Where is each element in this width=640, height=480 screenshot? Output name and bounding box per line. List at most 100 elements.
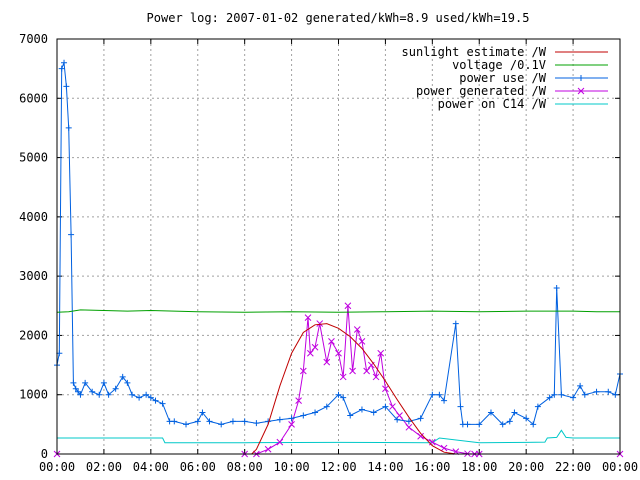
power-use-w-point <box>70 379 77 386</box>
sunlight-estimate-w-line <box>57 323 620 455</box>
power-generated-w-point <box>323 358 331 366</box>
power-use-w-point <box>119 373 126 380</box>
y-tick-label: 5000 <box>19 151 48 165</box>
power-use-w-point <box>370 409 377 416</box>
power-use-w-point <box>89 388 96 395</box>
power-use-w-point <box>77 391 84 398</box>
x-tick-label: 22:00 <box>555 460 591 474</box>
x-tick-label: 06:00 <box>180 460 216 474</box>
power-use-w-point <box>441 397 448 404</box>
y-tick-label: 3000 <box>19 269 48 283</box>
power-use-w-point <box>65 124 72 131</box>
power-generated-w-point <box>264 445 272 453</box>
power-use-w-point <box>476 421 483 428</box>
chart-title: Power log: 2007-01-02 generated/kWh=8.9 … <box>147 11 530 25</box>
x-tick-label: 14:00 <box>367 460 403 474</box>
voltage-0-1v-line <box>56 309 620 313</box>
power-generated-w-point <box>316 320 324 327</box>
power-generated-w-point <box>344 302 352 310</box>
power-use-w-point <box>218 421 225 428</box>
power-use-w-point <box>276 416 283 423</box>
power-generated-w-point <box>389 403 396 410</box>
power-use-w-point <box>405 418 412 425</box>
legend-label-power-use-w: power use /W <box>459 71 546 85</box>
x-axis-ticks: 00:00 02:00 04:00 06:00 08:00 10:00 12:00 14:00… <box>39 39 638 474</box>
power-generated-w-point <box>276 438 284 446</box>
x-tick-label: 12:00 <box>320 460 356 474</box>
power-use-w-point <box>100 379 107 386</box>
power-use-w-point <box>612 391 619 398</box>
power-use-w-point <box>68 231 75 238</box>
power-generated-w-point <box>288 421 295 428</box>
power-generated-w-point <box>339 373 347 381</box>
power-generated-w-point <box>382 385 389 393</box>
series-voltage-0-1v <box>56 309 620 313</box>
power-use-w-point <box>530 421 537 428</box>
power-generated-w-point <box>349 367 356 375</box>
power-use-w-point <box>534 403 541 410</box>
x-tick-label: 20:00 <box>508 460 544 474</box>
x-tick-label: 18:00 <box>461 460 497 474</box>
power-use-w-point <box>152 397 159 404</box>
y-tick-label: 0 <box>41 447 48 461</box>
power-generated-w-line <box>57 305 620 455</box>
power-use-w-point <box>464 421 471 428</box>
power-use-w-point <box>82 379 89 386</box>
legend-label-voltage-0-1v: voltage /0.1V <box>452 58 546 72</box>
power-generated-w-point <box>440 444 448 452</box>
legend-label-power-on-c14-w: power on C14 /W <box>438 97 547 111</box>
x-tick-label: 00:00 <box>39 460 75 474</box>
power-generated-w-point <box>377 349 385 357</box>
series-group <box>53 59 624 458</box>
power-use-w-point <box>229 418 236 425</box>
power-use-w-point <box>199 409 206 416</box>
plot-frame <box>56 38 621 455</box>
power-use-w-point <box>112 385 119 392</box>
power-use-w-point <box>253 420 260 427</box>
power-use-w-point <box>347 412 354 419</box>
series-power-use-w <box>54 59 623 428</box>
power-use-w-point <box>553 285 560 291</box>
power-generated-w-point <box>417 432 424 440</box>
power-use-w-point <box>143 391 150 398</box>
power-use-w-point <box>105 391 112 398</box>
power-use-w-point <box>506 418 513 425</box>
x-tick-label: 16:00 <box>414 460 450 474</box>
power-use-w-point <box>61 59 68 66</box>
power-generated-w-point <box>328 338 335 345</box>
power-use-w-point <box>159 400 166 407</box>
power-use-w-point <box>558 391 565 398</box>
power-use-w-point <box>58 65 65 72</box>
legend-label-sunlight-estimate-w: sunlight estimate /W <box>402 45 547 59</box>
power-use-w-point <box>171 418 178 425</box>
power-use-w-point <box>340 394 347 401</box>
power-use-w-point <box>147 394 154 401</box>
power-use-w-point <box>581 391 588 398</box>
power-use-w-point <box>63 83 70 90</box>
power-use-w-point <box>570 394 577 401</box>
power-use-w-point <box>417 415 424 422</box>
power-use-w-point <box>452 320 459 327</box>
power-use-w-point <box>335 391 342 398</box>
power-use-w-point <box>577 382 584 389</box>
x-tick-label: 02:00 <box>86 460 122 474</box>
power-use-w-point <box>194 418 201 425</box>
x-tick-label: 00:00 <box>602 460 638 474</box>
power-generated-w-point <box>311 343 319 351</box>
power-on-c14-w-line <box>57 429 620 444</box>
power-use-w-point <box>457 403 464 410</box>
legend-marker-power-generated-w <box>577 87 585 95</box>
power-use-w-point <box>129 391 136 398</box>
series-sunlight-estimate-w <box>57 323 620 455</box>
y-tick-label: 7000 <box>19 32 48 46</box>
power-use-w-point <box>96 391 103 398</box>
power-use-w-point <box>382 403 389 410</box>
power-generated-w-point <box>304 314 312 321</box>
power-use-w-point <box>436 391 443 398</box>
power-use-w-point <box>551 391 558 398</box>
power-use-w-point <box>394 416 401 423</box>
power-use-w-point <box>593 388 600 395</box>
power-use-w-point <box>546 394 553 401</box>
